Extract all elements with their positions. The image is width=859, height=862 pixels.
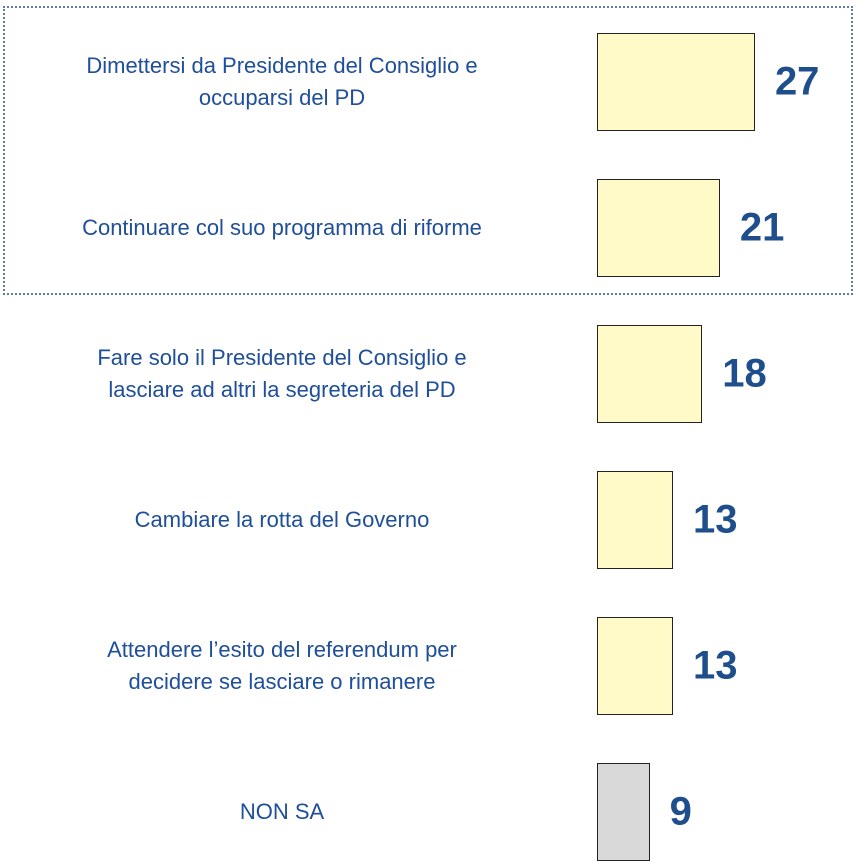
bar (597, 763, 650, 861)
bar (597, 617, 674, 715)
category-label: Cambiare la rotta del Governo (134, 507, 430, 532)
bar (597, 325, 703, 423)
value-label: 27 (774, 59, 820, 104)
value-label: 13 (693, 497, 738, 542)
bar (597, 471, 674, 569)
category-label: NON SA (239, 799, 325, 824)
value-label: 21 (739, 205, 785, 250)
bar (597, 179, 720, 277)
highlight-frame (3, 6, 853, 295)
category-label: Continuare col suo programma di riforme (82, 215, 482, 240)
category-label: Fare solo il Presidente del Consiglio e … (97, 345, 467, 402)
value-label: 9 (669, 789, 692, 834)
bar (597, 33, 755, 131)
category-label: Dimettersi da Presidente del Consiglio e… (86, 53, 478, 110)
value-label: 13 (693, 643, 738, 688)
category-label: Attendere l’esito del referendum per dec… (107, 637, 457, 694)
value-label: 18 (722, 351, 767, 396)
